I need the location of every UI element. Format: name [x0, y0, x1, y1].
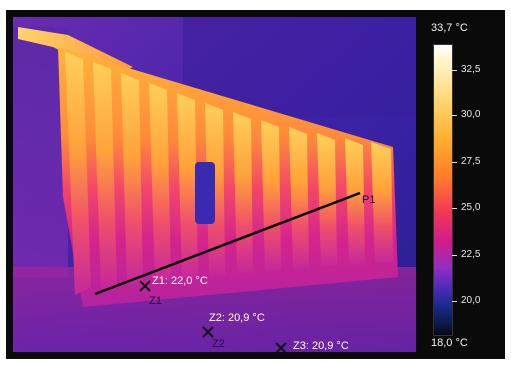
- profile-line-p1: [94, 191, 361, 296]
- measurement-marker-z3: Z3: 20,9 °C Z3: [275, 340, 349, 352]
- marker-z2-reading: Z2: 20,9 °C: [209, 312, 265, 324]
- scale-tick-label: 22,5: [461, 249, 481, 260]
- radiator-fins: [65, 52, 393, 295]
- scale-tick-mark: [452, 301, 457, 302]
- temperature-color-bar: [433, 44, 453, 336]
- measurement-marker-z2: Z2: 20,9 °C Z2: [202, 312, 265, 350]
- marker-z1-id: Z1: [149, 295, 162, 307]
- thermal-image: P1 Z1: 22,0 °C Z1 Z2: 20,9 °C Z2 Z3: 20,…: [13, 17, 416, 352]
- radiator-body: [58, 47, 398, 307]
- scale-tick-label: 32,5: [461, 64, 481, 75]
- scale-tick-mark: [452, 115, 457, 116]
- scale-min-label: 18,0 °C: [431, 337, 468, 349]
- marker-z3-reading: Z3: 20,9 °C: [293, 340, 349, 352]
- scale-tick-mark: [452, 70, 457, 71]
- marker-z2-id: Z2: [212, 338, 225, 350]
- scale-tick-label: 27,5: [461, 156, 481, 167]
- profile-line-label: P1: [362, 194, 375, 206]
- temperature-scale-panel: 33,7 °C 32,5 30,0 27,5 25,0 22,5 20,0 18…: [421, 17, 500, 352]
- scale-tick-label: 30,0: [461, 109, 481, 120]
- thermal-image-frame: P1 Z1: 22,0 °C Z1 Z2: 20,9 °C Z2 Z3: 20,…: [6, 10, 505, 359]
- scale-tick-mark: [452, 255, 457, 256]
- radiator-valve: [195, 162, 215, 224]
- marker-z1-reading: Z1: 22,0 °C: [152, 275, 208, 287]
- scale-tick-mark: [452, 162, 457, 163]
- scale-tick-label: 20,0: [461, 295, 481, 306]
- scale-tick-mark: [452, 208, 457, 209]
- scale-max-label: 33,7 °C: [431, 22, 468, 34]
- scale-tick-label: 25,0: [461, 202, 481, 213]
- measurement-marker-z1: Z1: 22,0 °C Z1: [139, 275, 208, 307]
